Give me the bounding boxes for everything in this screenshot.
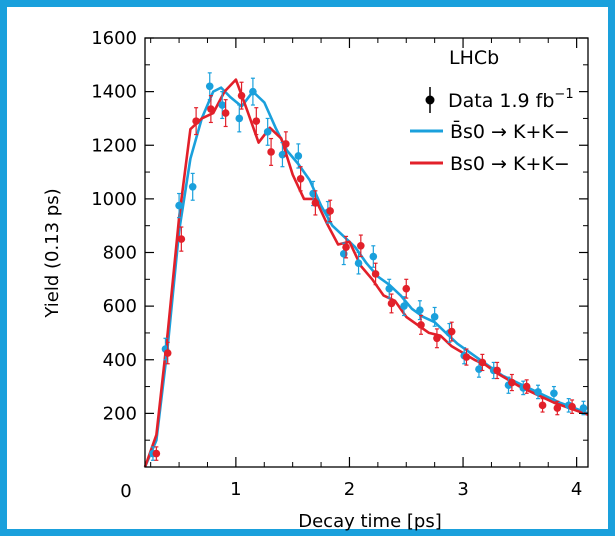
data-point-bsbar	[235, 114, 244, 123]
legend-marker	[425, 95, 435, 105]
y-tick-label: 1000	[91, 189, 137, 210]
data-point-bs	[252, 117, 261, 125]
data-point-bs	[192, 117, 200, 125]
data-point-bsbar	[278, 150, 287, 159]
legend-title: LHCb	[449, 47, 499, 69]
data-point-bsbar	[205, 82, 214, 91]
y-tick-label: 1400	[91, 82, 137, 103]
y-tick-label: 1200	[91, 135, 137, 156]
data-point-bs	[417, 321, 425, 329]
x-axis-label: Decay time [ps]	[298, 511, 441, 532]
data-point-bs	[371, 270, 380, 278]
data-point-bs	[163, 349, 172, 357]
data-point-bs	[462, 353, 471, 361]
y-axis-label: Yield (0.13 ps)	[42, 188, 63, 318]
data-point-bsbar	[400, 302, 408, 310]
data-point-bs	[433, 334, 441, 343]
data-point-bs	[553, 404, 562, 412]
data-point-bsbar	[369, 252, 378, 261]
data-point-bsbar	[534, 388, 542, 396]
data-point-bs	[152, 449, 161, 458]
y-tick-label: 200	[103, 403, 137, 424]
data-point-bsbar	[249, 87, 257, 96]
data-point-bs	[177, 235, 186, 243]
data-point-bsbar	[188, 183, 197, 191]
data-point-bs	[342, 243, 350, 251]
legend-label-bsbar: B̄s0 → K+K−	[450, 119, 570, 143]
data-point-bs	[282, 140, 290, 148]
data-point-bsbar	[550, 389, 558, 398]
data-point-bs	[237, 91, 246, 100]
legend: LHCb Data 1.9 fb−1 B̄s0 → K+K− Bs0 → K+K…	[410, 47, 574, 175]
data-point-bs	[402, 284, 411, 293]
y-tick-label: 1600	[91, 28, 137, 49]
plot-area	[143, 72, 589, 468]
legend-data-label: Data 1.9 fb−1	[448, 87, 574, 112]
y-tick-label: 800	[103, 243, 137, 264]
x-tick-label: 1	[230, 479, 241, 500]
data-point-bs	[357, 241, 365, 250]
x-tick-label: 0	[120, 481, 131, 502]
data-point-bsbar	[218, 101, 227, 109]
data-point-bsbar	[294, 152, 303, 160]
x-tick-label: 2	[344, 479, 355, 500]
data-point-bs	[207, 105, 215, 113]
data-point-bs	[296, 174, 305, 183]
y-tick-label: 400	[103, 350, 137, 371]
axes: 200 400 600 800 1000 1200 1400 1600 0 1 2 3 4	[91, 28, 589, 502]
legend-label-bs: Bs0 → K+K−	[450, 153, 570, 175]
data-point-bs	[568, 402, 576, 411]
data-point-bsbar	[354, 259, 363, 268]
x-tick-label: 4	[571, 479, 582, 500]
fit-curve-bsbar	[143, 86, 589, 468]
data-point-bsbar	[475, 365, 483, 373]
data-point-bsbar	[263, 128, 272, 136]
data-point-bsbar	[430, 313, 439, 321]
data-point-bs	[267, 148, 275, 156]
data-point-bs	[508, 378, 516, 387]
x-tick-label: 3	[457, 479, 468, 500]
data-point-bs	[221, 109, 230, 117]
data-point-bs	[522, 382, 531, 391]
data-point-bs	[447, 327, 456, 336]
data-point-bsbar	[579, 404, 588, 412]
data-point-bs	[326, 207, 334, 215]
y-tick-label: 600	[103, 296, 137, 317]
data-point-bs	[538, 401, 547, 410]
data-point-bs	[493, 366, 501, 375]
data-point-bs	[311, 199, 320, 207]
data-point-bsbar	[416, 306, 424, 314]
data-point-bsbar	[175, 201, 183, 210]
data-point-bs	[478, 358, 487, 367]
data-point-bs	[387, 299, 396, 308]
data-point-bsbar	[385, 284, 394, 293]
